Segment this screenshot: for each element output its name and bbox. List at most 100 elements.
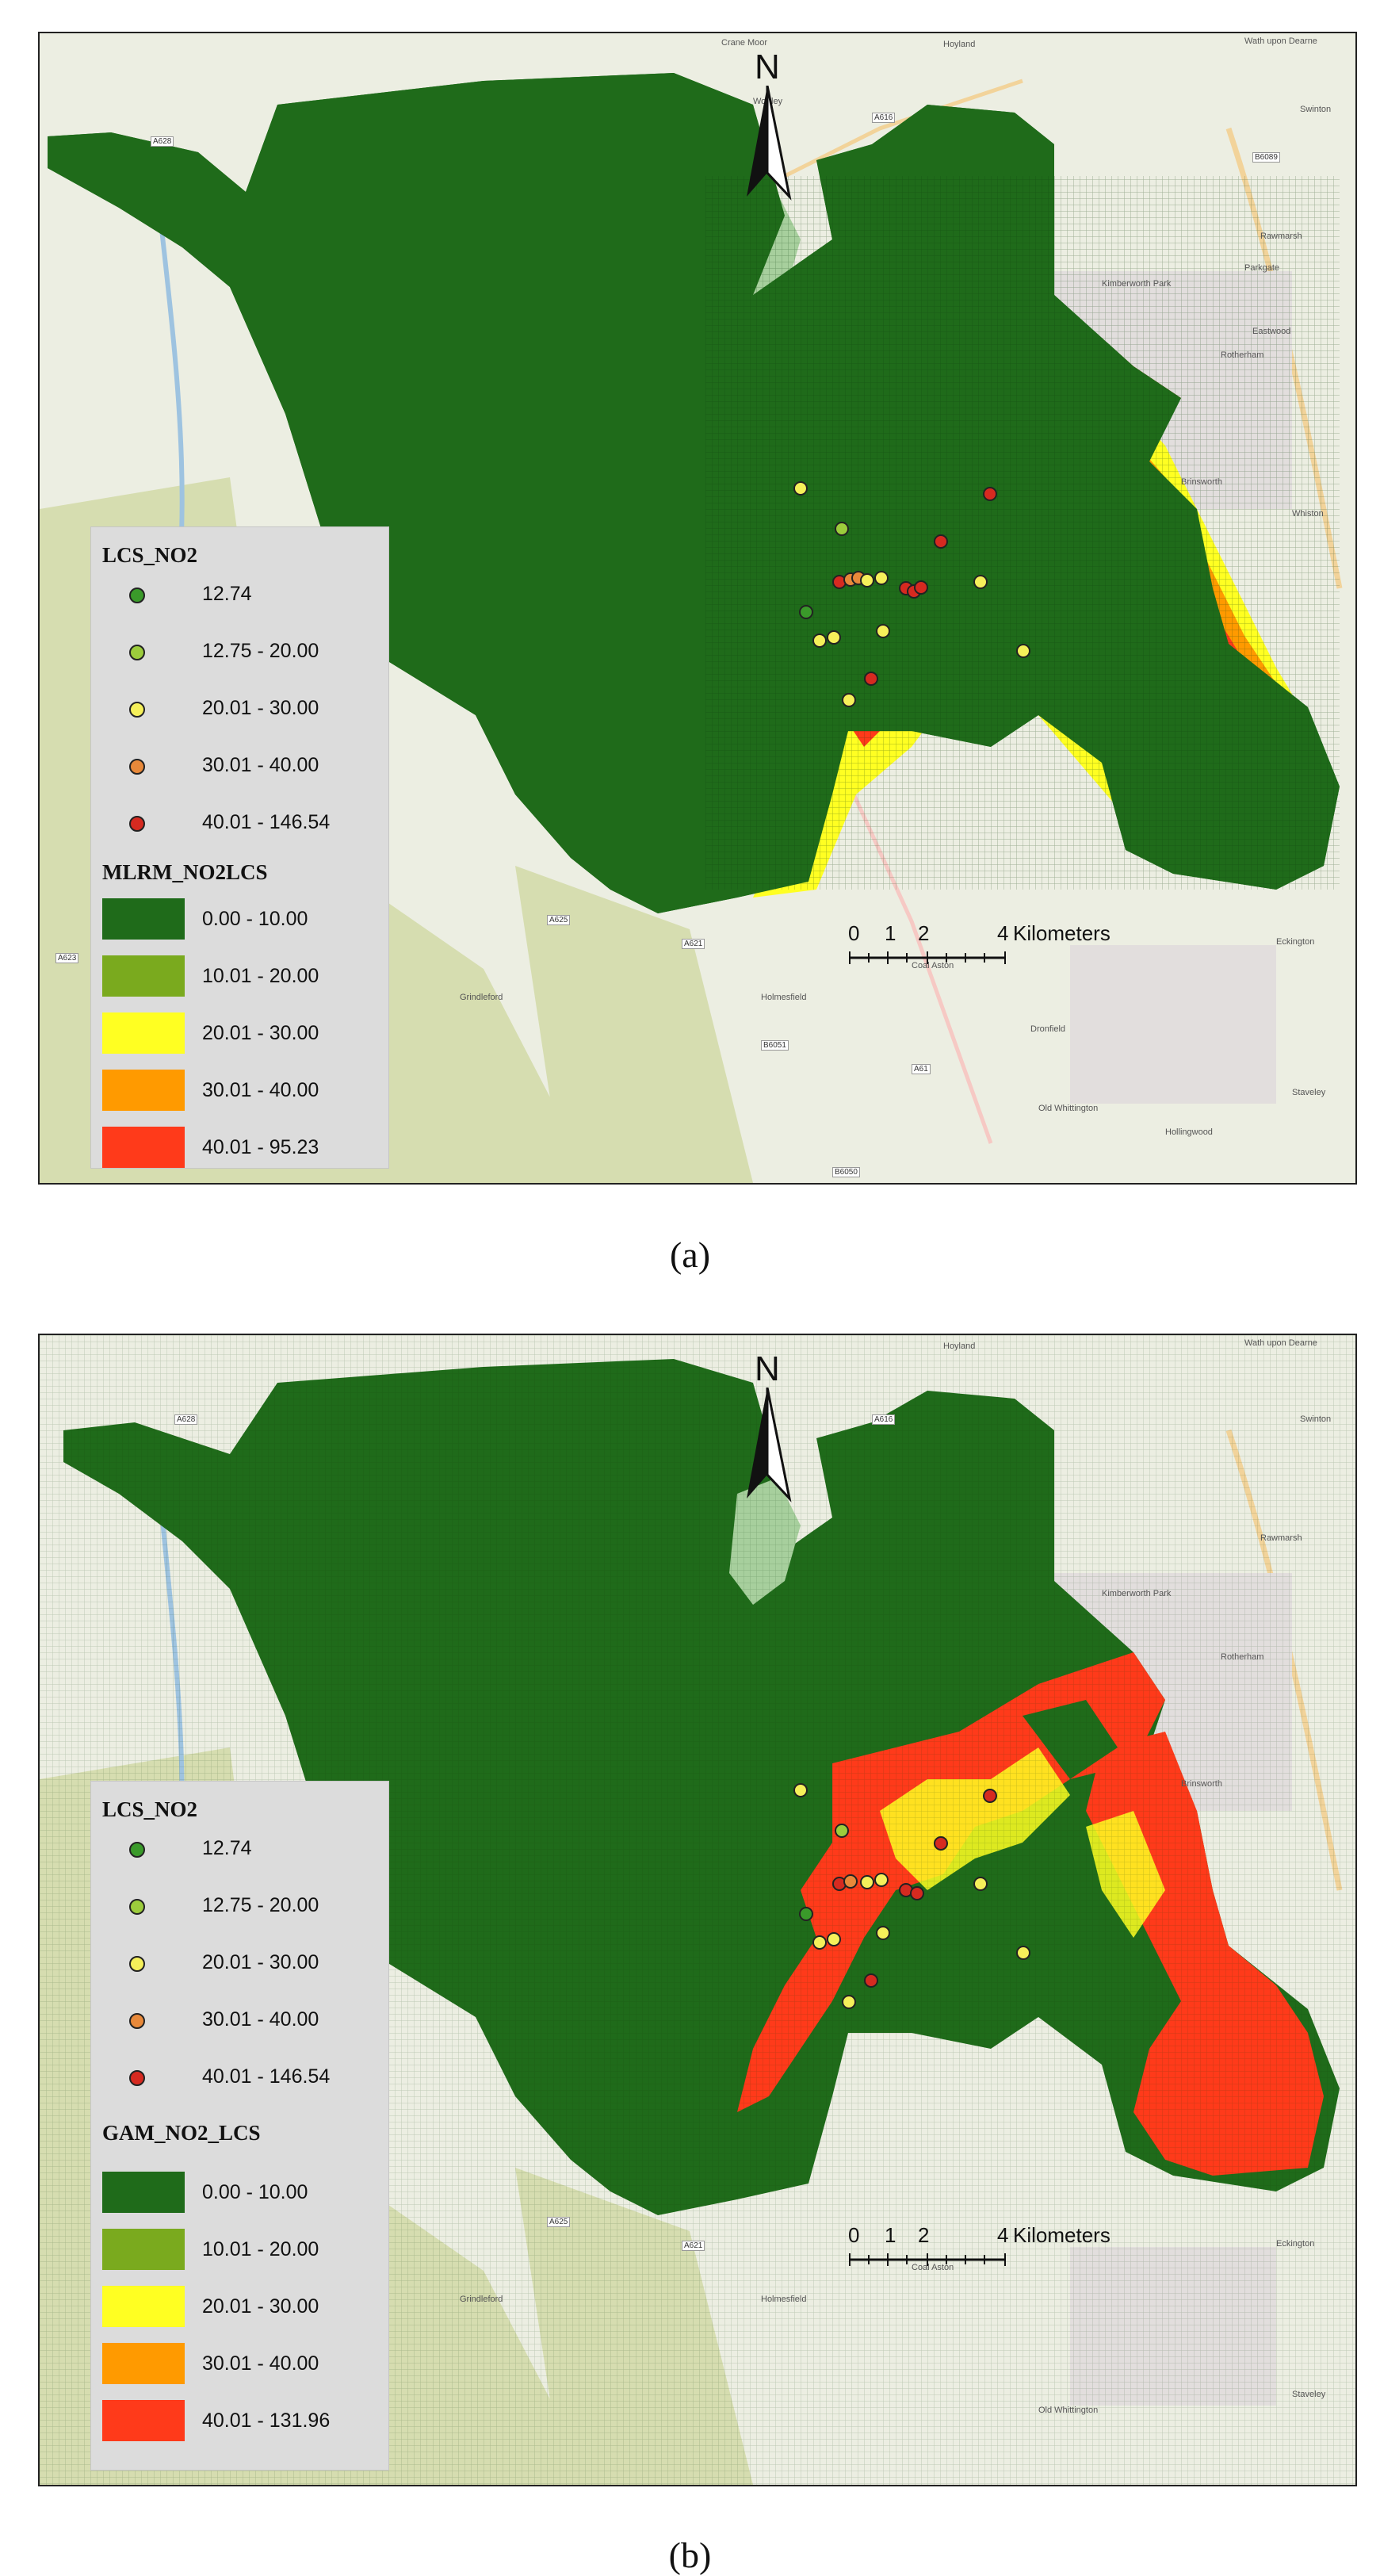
site-marker (799, 605, 813, 619)
legend-grid-item: 30.01 - 40.00 (91, 2341, 388, 2384)
scale-tick-label: 2 (918, 2223, 930, 2247)
place-label: Brinsworth (1181, 1779, 1222, 1789)
legend-grid-swatch (102, 1127, 185, 1168)
legend-point-item: 20.01 - 30.00 (91, 1942, 388, 1983)
place-label: Grindleford (460, 2295, 503, 2304)
place-label: Holmesfield (761, 2295, 807, 2304)
place-label: Eckington (1276, 937, 1315, 947)
legend-grid-item: 10.01 - 20.00 (91, 954, 388, 997)
legend-point-swatch (129, 1842, 145, 1858)
place-label: Staveley (1292, 2390, 1326, 2399)
legend-grid-label: 0.00 - 10.00 (202, 908, 308, 930)
legend-point-item: 30.01 - 40.00 (91, 1999, 388, 2040)
site-marker (827, 630, 841, 645)
site-marker (864, 672, 878, 686)
legend-grid-item: 40.01 - 131.96 (91, 2398, 388, 2441)
legend-grid-item: 0.00 - 10.00 (91, 2170, 388, 2213)
map-panel-b: Hoyland Wath upon Dearne Swinton Rawmars… (38, 1334, 1357, 2486)
scale-tick-label: 1 (885, 921, 896, 945)
scale-bar: 0 1 2 4 Kilometers (840, 2223, 1173, 2279)
map-panel-a: Hoyland Wath upon Dearne Swinton Rawmars… (38, 32, 1357, 1185)
legend-grid-label: 0.00 - 10.00 (202, 2181, 308, 2203)
legend-point-label: 12.74 (202, 583, 252, 605)
legend-grid-label: 40.01 - 95.23 (202, 1136, 319, 1158)
place-label: Coal Aston (912, 2263, 954, 2272)
scale-tick-label: 4 (997, 2223, 1009, 2247)
place-label: Eastwood (1252, 327, 1291, 336)
map-canvas-a (40, 33, 1355, 1183)
site-marker (874, 1873, 889, 1887)
place-label: Rawmarsh (1260, 1533, 1302, 1543)
site-marker (983, 1789, 997, 1803)
site-marker (874, 571, 889, 585)
legend-grid-label: 30.01 - 40.00 (202, 2352, 319, 2375)
place-label: Kimberworth Park (1102, 279, 1172, 289)
legend-point-label: 40.01 - 146.54 (202, 2065, 331, 2088)
site-marker (973, 1877, 988, 1891)
north-label: N (755, 48, 780, 86)
place-label: Dronfield (1030, 1024, 1066, 1034)
site-marker (910, 1886, 924, 1900)
site-marker (812, 633, 827, 648)
site-marker (843, 1874, 858, 1889)
legend-grid-item: 30.01 - 40.00 (91, 1068, 388, 1111)
site-marker (914, 580, 928, 595)
legend-a: LCS_NO2 12.74 12.75 - 20.00 20.01 - 30.0… (90, 526, 389, 1169)
road-label: B6050 (832, 1167, 860, 1177)
legend-point-swatch (129, 1899, 145, 1915)
site-marker (934, 534, 948, 549)
legend-grid-item: 0.00 - 10.00 (91, 897, 388, 940)
place-label: Swinton (1300, 105, 1332, 114)
legend-point-item: 40.01 - 146.54 (91, 2056, 388, 2097)
road-label: A628 (174, 1414, 198, 1425)
legend-grid-item: 40.01 - 95.23 (91, 1125, 388, 1168)
legend-point-item: 30.01 - 40.00 (91, 744, 388, 786)
caption-b: (b) (668, 2535, 712, 2575)
legend-points-title: LCS_NO2 (102, 1797, 198, 1821)
legend-grid-swatch (102, 2229, 185, 2270)
road-label: A621 (682, 2241, 705, 2251)
scale-tick-label: 1 (885, 2223, 896, 2247)
legend-grid-item: 20.01 - 30.00 (91, 2284, 388, 2327)
north-arrow-icon (747, 1388, 792, 1502)
legend-grid-swatch (102, 955, 185, 997)
north-arrow: N (729, 1349, 809, 1508)
place-label: Coal Aston (912, 961, 954, 970)
legend-point-label: 12.74 (202, 1837, 252, 1859)
site-marker (860, 1875, 874, 1889)
legend-point-swatch (129, 702, 145, 718)
scale-unit: Kilometers (1013, 921, 1110, 945)
legend-grid-swatch (102, 1012, 185, 1054)
urban-area (1070, 945, 1276, 1104)
legend-point-swatch (129, 1956, 145, 1972)
site-marker (1016, 644, 1030, 658)
legend-grid-swatch (102, 1070, 185, 1111)
place-label: Holmesfield (761, 993, 807, 1002)
legend-point-label: 20.01 - 30.00 (202, 697, 319, 719)
legend-point-label: 12.75 - 20.00 (202, 1894, 319, 1916)
legend-point-swatch (129, 2070, 145, 2086)
place-label: Rotherham (1221, 350, 1264, 360)
road-label: A621 (682, 939, 705, 949)
legend-point-label: 40.01 - 146.54 (202, 811, 331, 833)
place-label: Old Whittington (1038, 2406, 1099, 2415)
site-marker (1016, 1946, 1030, 1960)
site-marker (876, 1926, 890, 1940)
legend-grid-label: 10.01 - 20.00 (202, 2238, 319, 2260)
road-label: A623 (55, 953, 79, 963)
caption-a: (a) (669, 1234, 711, 1275)
place-label: Hollingwood (1165, 1127, 1213, 1137)
legend-point-swatch (129, 588, 145, 603)
road-label: A625 (547, 2217, 571, 2227)
site-marker (793, 1783, 808, 1797)
place-label: Swinton (1300, 1414, 1332, 1424)
legend-grid-title: GAM_NO2_LCS (102, 2121, 261, 2145)
scale-bar-graphic (849, 2253, 1006, 2266)
site-marker (973, 575, 988, 589)
road-label: B6051 (761, 1040, 789, 1051)
site-marker (842, 693, 856, 707)
legend-grid-swatch (102, 2400, 185, 2441)
legend-grid-label: 10.01 - 20.00 (202, 965, 319, 987)
road-label: A61 (912, 1064, 931, 1074)
road-label: A616 (872, 113, 896, 123)
